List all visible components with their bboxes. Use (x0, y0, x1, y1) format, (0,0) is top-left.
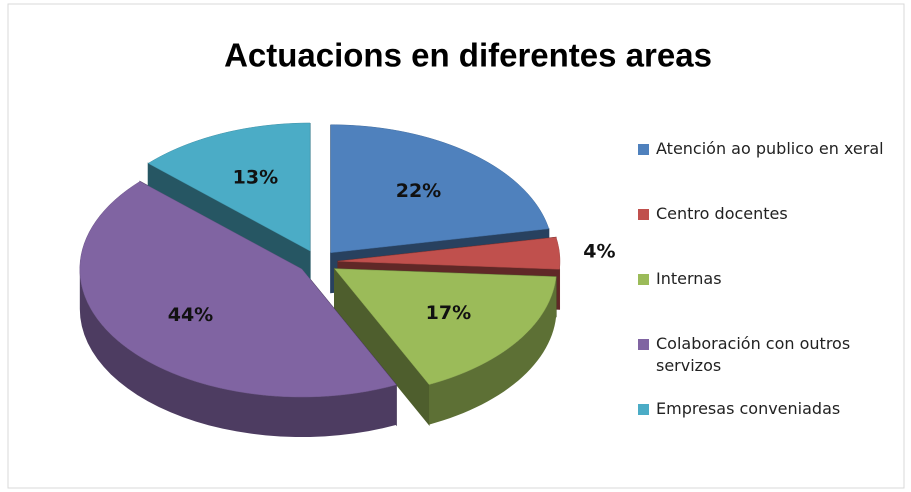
legend-swatch (638, 144, 649, 155)
legend-label: Internas (656, 269, 722, 288)
legend-label: Colaboración con outros servizos (656, 334, 851, 375)
legend-item: Centro docentes (638, 203, 900, 225)
slice-side (79, 269, 397, 437)
data-label: 4% (583, 240, 615, 262)
slice (147, 122, 311, 252)
pie-tops (79, 122, 561, 398)
legend-item: Empresas conveniadas (638, 398, 900, 420)
slice-side (429, 276, 557, 425)
legend-swatch (638, 404, 649, 415)
data-label: 17% (426, 302, 471, 324)
legend-swatch (638, 339, 649, 350)
slice (330, 124, 550, 254)
data-label: 22% (396, 180, 441, 202)
slice (333, 268, 557, 385)
legend-swatch (638, 274, 649, 285)
data-label: 44% (168, 304, 213, 326)
legend-item: Internas (638, 268, 900, 290)
legend-item: Atención ao publico en xeral (638, 138, 900, 160)
legend-swatch (638, 209, 649, 220)
slice (337, 236, 561, 270)
chart-title: Actuacions en diferentes areas (224, 37, 712, 74)
legend-label: Centro docentes (656, 204, 788, 223)
slice (79, 181, 397, 398)
data-labels: 22% 4% 17% 44% 13% (168, 167, 616, 327)
legend-label: Empresas conveniadas (656, 399, 841, 418)
legend-item: Colaboración con outros servizos (638, 333, 900, 377)
legend-label: Atención ao publico en xeral (656, 139, 884, 158)
data-label: 13% (233, 167, 278, 189)
